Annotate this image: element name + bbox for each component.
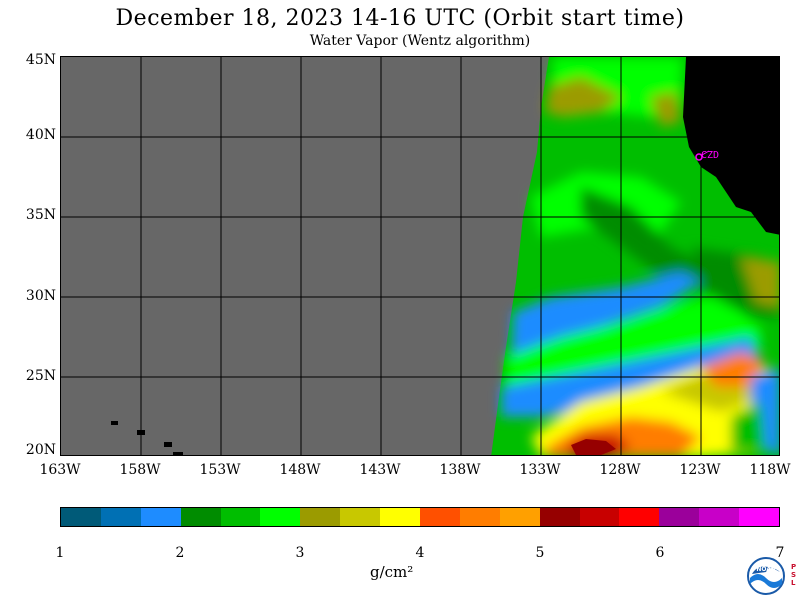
lat-label-25n: 25N	[25, 368, 56, 384]
colorbar-segment-8	[340, 508, 381, 526]
noaa-logo-text: NOAA	[756, 566, 776, 573]
north-america-land	[683, 57, 779, 235]
colorbar-segment-16	[659, 508, 700, 526]
lon-label-143w: 143W	[359, 462, 401, 478]
colorbar-segment-10	[420, 508, 460, 526]
lon-label-138w: 138W	[439, 462, 481, 478]
hawaiian-islands	[111, 421, 183, 455]
bright-band	[506, 297, 761, 397]
colorbar-segment-2	[100, 508, 141, 526]
colorbar-segment-14	[579, 508, 620, 526]
colorbar-segment-11	[459, 508, 500, 526]
lat-lon-grid	[61, 57, 779, 455]
colorbar-segment-17	[699, 508, 740, 526]
colorbar-segment-6	[260, 508, 301, 526]
colorbar-tick-3: 3	[295, 545, 305, 561]
colorbar-segment-1	[61, 508, 101, 526]
psl-vertical-text: PSL	[791, 563, 797, 587]
moist-dark-band	[581, 187, 721, 292]
map-title: December 18, 2023 14-16 UTC (Orbit start…	[115, 6, 685, 31]
colorbar-tick-7: 7	[775, 545, 785, 561]
island-hawaii	[173, 452, 183, 455]
colorbar-tick-5: 5	[535, 545, 545, 561]
colorbar-segment-4	[180, 508, 221, 526]
lon-label-163w: 163W	[39, 462, 81, 478]
lon-label-148w: 148W	[279, 462, 321, 478]
lat-label-30n: 30N	[25, 288, 56, 304]
colorbar-unit: g/cm²	[370, 563, 414, 581]
noaa-logo: NOAA	[746, 554, 790, 598]
colorbar-segment-12	[499, 508, 540, 526]
lat-label-20n: 20N	[25, 442, 56, 458]
lon-label-118w: 118W	[749, 462, 791, 478]
water-vapor-map: CZD	[60, 56, 780, 456]
olive-east	[741, 257, 779, 307]
blue-band-north	[511, 272, 701, 357]
colorbar-tick-6: 6	[655, 545, 665, 561]
colorbar-segment-5	[220, 508, 261, 526]
colorbar-segment-18	[739, 508, 780, 526]
dry-olive-spot	[651, 92, 681, 127]
lon-label-133w: 133W	[519, 462, 561, 478]
dry-olive-north	[545, 77, 621, 117]
colorbar-segment-9	[380, 508, 421, 526]
noaa-logo-icon: NOAA	[747, 557, 785, 595]
station-czd-marker: CZD	[695, 150, 719, 161]
green-east-edge	[731, 402, 766, 452]
orange-east	[701, 352, 766, 387]
lat-label-45n: 45N	[25, 52, 56, 68]
red-core-dark	[571, 439, 616, 455]
lon-label-128w: 128W	[599, 462, 641, 478]
colorbar-tick-4: 4	[415, 545, 425, 561]
colorbar-segment-13	[539, 508, 580, 526]
lat-label-40n: 40N	[25, 127, 56, 143]
map-subtitle: Water Vapor (Wentz algorithm)	[309, 33, 531, 49]
colorbar-tick-1: 1	[55, 545, 65, 561]
map-canvas: CZD	[61, 57, 779, 455]
colorbar-segment-3	[140, 508, 181, 526]
lon-label-158w: 158W	[119, 462, 161, 478]
lon-label-153w: 153W	[199, 462, 241, 478]
colorbar-tick-2: 2	[175, 545, 185, 561]
lon-label-123w: 123W	[679, 462, 721, 478]
colorbar	[60, 507, 780, 527]
colorbar-segment-15	[619, 508, 660, 526]
island-maui	[164, 442, 172, 447]
station-czd-label: CZD	[701, 150, 719, 161]
island-kauai	[111, 421, 118, 425]
lat-label-35n: 35N	[25, 207, 56, 223]
colorbar-segment-7	[300, 508, 341, 526]
